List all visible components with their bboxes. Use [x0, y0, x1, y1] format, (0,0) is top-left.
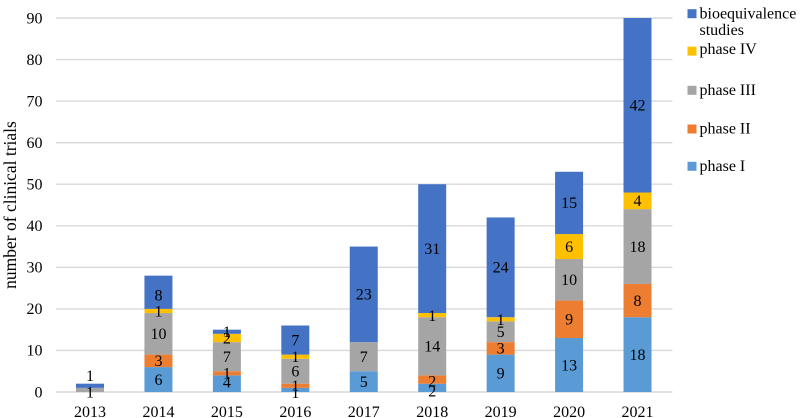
svg-text:2020: 2020	[553, 404, 585, 418]
svg-text:42: 42	[630, 98, 646, 115]
svg-text:2013: 2013	[74, 404, 106, 418]
svg-text:1: 1	[86, 384, 94, 401]
svg-text:90: 90	[27, 10, 43, 27]
svg-text:23: 23	[356, 287, 372, 304]
svg-text:2: 2	[223, 330, 231, 347]
svg-text:31: 31	[424, 241, 440, 258]
svg-text:number of clinical trials: number of clinical trials	[0, 121, 20, 289]
svg-text:1: 1	[223, 366, 231, 383]
svg-text:10: 10	[27, 343, 43, 360]
svg-text:bioequivalence: bioequivalence	[700, 5, 797, 22]
svg-text:2: 2	[428, 373, 436, 390]
svg-text:4: 4	[634, 193, 642, 210]
svg-text:studies: studies	[700, 22, 744, 39]
svg-text:2019: 2019	[485, 404, 517, 418]
svg-text:2: 2	[428, 383, 436, 400]
svg-text:phase II: phase II	[700, 121, 751, 138]
svg-text:2017: 2017	[348, 404, 380, 418]
svg-text:10: 10	[150, 326, 166, 343]
svg-text:6: 6	[154, 372, 162, 389]
svg-text:1: 1	[154, 303, 162, 320]
svg-text:20: 20	[27, 301, 43, 318]
svg-text:7: 7	[360, 349, 368, 366]
svg-text:30: 30	[27, 260, 43, 277]
svg-text:9: 9	[565, 312, 573, 329]
svg-text:phase III: phase III	[700, 82, 756, 99]
svg-text:4: 4	[223, 374, 231, 391]
svg-text:5: 5	[497, 324, 505, 341]
svg-text:9: 9	[497, 366, 505, 383]
svg-text:0: 0	[35, 384, 43, 401]
svg-text:1: 1	[291, 385, 299, 402]
svg-text:7: 7	[291, 332, 299, 349]
svg-text:80: 80	[27, 52, 43, 69]
svg-text:3: 3	[497, 341, 505, 358]
svg-text:18: 18	[630, 239, 646, 256]
svg-text:15: 15	[561, 195, 577, 212]
svg-text:18: 18	[630, 347, 646, 364]
svg-text:40: 40	[27, 218, 43, 235]
svg-text:1: 1	[497, 312, 505, 329]
svg-text:1: 1	[223, 324, 231, 341]
svg-text:2018: 2018	[416, 404, 448, 418]
svg-text:8: 8	[154, 287, 162, 304]
svg-text:24: 24	[493, 260, 509, 277]
svg-text:2014: 2014	[142, 404, 174, 418]
svg-text:6: 6	[565, 239, 573, 256]
svg-text:50: 50	[27, 177, 43, 194]
svg-text:6: 6	[291, 364, 299, 381]
svg-text:1: 1	[428, 308, 436, 325]
svg-text:70: 70	[27, 93, 43, 110]
svg-text:phase IV: phase IV	[700, 41, 758, 58]
svg-text:10: 10	[561, 272, 577, 289]
svg-text:7: 7	[223, 349, 231, 366]
svg-text:2015: 2015	[211, 404, 243, 418]
svg-text:1: 1	[291, 349, 299, 366]
svg-text:8: 8	[634, 293, 642, 310]
svg-text:60: 60	[27, 135, 43, 152]
svg-text:5: 5	[360, 374, 368, 391]
svg-text:13: 13	[561, 357, 577, 374]
svg-text:2016: 2016	[279, 404, 311, 418]
svg-text:phase I: phase I	[700, 158, 746, 175]
svg-text:1: 1	[86, 368, 94, 385]
svg-text:1: 1	[291, 378, 299, 395]
svg-text:2021: 2021	[622, 404, 654, 418]
svg-text:3: 3	[154, 353, 162, 370]
svg-text:14: 14	[424, 339, 440, 356]
